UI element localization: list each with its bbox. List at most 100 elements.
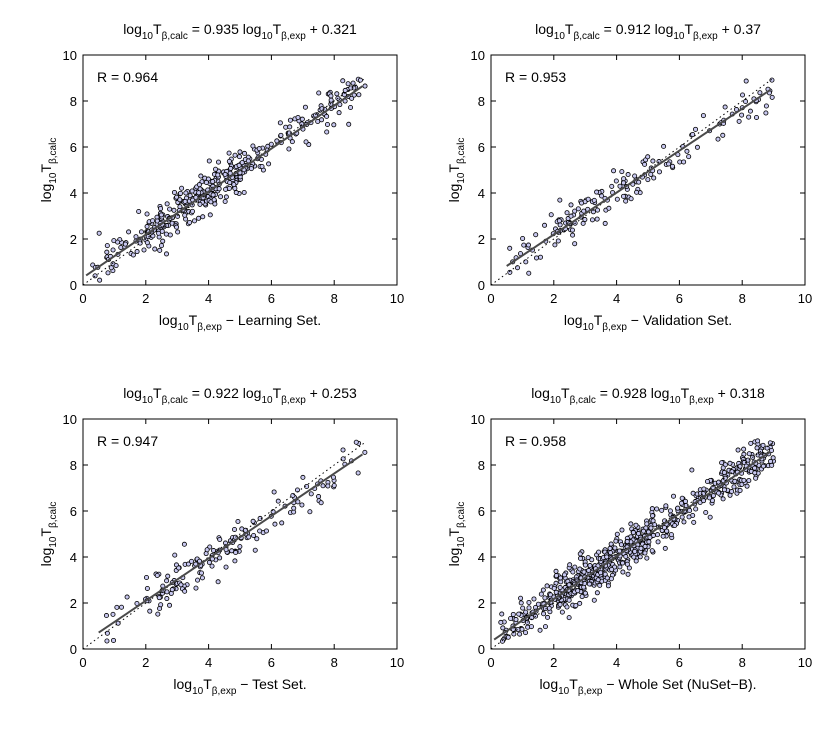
data-point	[769, 77, 775, 83]
data-point	[331, 482, 337, 488]
data-point	[350, 80, 356, 86]
data-point	[707, 514, 713, 520]
x-tick-label: 10	[798, 291, 812, 306]
label-part: T	[38, 164, 54, 173]
data-point	[721, 470, 727, 476]
data-point	[575, 588, 581, 594]
data-point	[215, 159, 221, 165]
data-point	[233, 190, 239, 196]
x-tick-label: 0	[79, 655, 86, 670]
data-point	[191, 218, 197, 224]
data-point	[110, 247, 116, 253]
data-point	[650, 158, 656, 164]
data-point	[769, 447, 775, 453]
scatter-series	[103, 439, 368, 644]
data-point	[237, 149, 243, 155]
x-tick-label: 10	[390, 291, 404, 306]
label-part: β,exp	[281, 31, 306, 42]
y-tick-label: 0	[478, 278, 485, 293]
data-point	[303, 139, 309, 145]
data-point	[525, 242, 531, 248]
data-point	[167, 602, 173, 608]
data-point	[736, 118, 742, 124]
data-point	[567, 562, 573, 568]
data-point	[196, 215, 202, 221]
data-point	[520, 235, 526, 241]
data-point	[239, 160, 245, 166]
data-point	[587, 563, 593, 569]
data-point	[577, 551, 583, 557]
data-point	[703, 509, 709, 515]
data-point	[628, 196, 634, 202]
label-part: 10	[550, 395, 562, 406]
data-point	[114, 604, 120, 610]
data-point	[763, 103, 769, 109]
data-point	[679, 495, 685, 501]
data-point	[650, 518, 656, 524]
x-tick-label: 2	[142, 655, 149, 670]
label-part: T	[189, 312, 198, 328]
chart-title: log10Tβ,calc = 0.912 log10Tβ,exp + 0.37	[535, 21, 761, 42]
data-point	[732, 478, 738, 484]
data-point	[217, 555, 223, 561]
data-point	[150, 218, 156, 224]
data-point	[122, 241, 128, 247]
label-part: log	[38, 184, 54, 203]
label-part: 10	[48, 536, 59, 548]
data-point	[735, 447, 741, 453]
data-point	[557, 197, 563, 203]
data-point	[521, 242, 527, 248]
label-part: β,calc	[570, 395, 596, 406]
data-point	[557, 222, 563, 228]
data-point	[275, 498, 281, 504]
y-axis-label: log10Tβ,calc	[446, 502, 467, 567]
data-point	[704, 478, 710, 484]
label-part: 10	[261, 395, 273, 406]
data-point	[158, 212, 164, 218]
y-tick-label: 8	[478, 94, 485, 109]
data-point	[154, 572, 160, 578]
y-tick-label: 2	[478, 232, 485, 247]
data-point	[345, 81, 351, 87]
data-point	[566, 597, 572, 603]
data-point	[104, 249, 110, 255]
data-point	[357, 77, 363, 83]
label-part: + 0.321	[306, 21, 357, 37]
data-point	[748, 440, 754, 446]
data-point	[608, 550, 614, 556]
y-axis-label: log10Tβ,calc	[38, 502, 59, 567]
data-point	[722, 104, 728, 110]
y-tick-label: 8	[70, 94, 77, 109]
data-point	[340, 447, 346, 453]
data-point	[340, 456, 346, 462]
data-point	[158, 206, 164, 212]
data-point	[754, 445, 760, 451]
data-point	[169, 587, 175, 593]
regression-line	[493, 450, 772, 641]
data-point	[566, 615, 572, 621]
data-point	[551, 585, 557, 591]
data-point	[507, 245, 513, 251]
data-point	[97, 277, 103, 283]
data-point	[616, 548, 622, 554]
data-point	[633, 558, 639, 564]
data-point	[681, 159, 687, 165]
data-point	[171, 189, 177, 195]
data-point	[499, 611, 505, 617]
data-point	[570, 232, 576, 238]
data-point	[720, 496, 726, 502]
x-tick-label: 2	[550, 655, 557, 670]
data-point	[136, 208, 142, 214]
data-point	[299, 116, 305, 122]
data-point	[693, 126, 699, 132]
data-point	[199, 575, 205, 581]
label-part: log	[446, 548, 462, 567]
data-point	[179, 185, 185, 191]
data-point	[130, 252, 136, 258]
label-part: + 0.37	[718, 21, 761, 37]
r-annotation: R = 0.947	[97, 433, 158, 449]
data-point	[555, 238, 561, 244]
chart-title: log10Tβ,calc = 0.928 log10Tβ,exp + 0.318	[531, 385, 765, 406]
data-point	[164, 589, 170, 595]
